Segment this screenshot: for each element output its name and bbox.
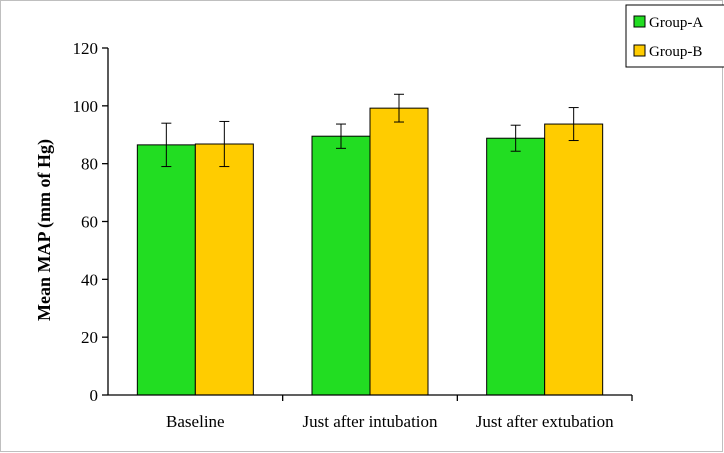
- y-tick-label: 80: [81, 155, 98, 174]
- legend-box: [625, 4, 724, 68]
- bar-group-b-1: [369, 107, 429, 396]
- x-category-labels: Baseline Just after intubation Just after …: [166, 395, 633, 431]
- error-bar: [161, 122, 172, 168]
- error-bar: [394, 93, 404, 123]
- error-bar: [219, 120, 230, 168]
- y-tick-label: 100: [73, 97, 99, 116]
- x-category-label: Just after intubation: [302, 412, 438, 431]
- error-bar: [336, 123, 346, 149]
- legend: Group-A Group-B: [625, 4, 724, 68]
- error-bar: [568, 107, 579, 142]
- legend-swatch: [633, 44, 646, 57]
- error-bars-layer: [161, 93, 579, 168]
- bar-group-a-2: [486, 137, 546, 396]
- y-axis-title: Mean MAP (mm of Hg): [34, 139, 55, 321]
- bars-layer: [136, 107, 604, 396]
- legend-swatch: [633, 15, 646, 28]
- x-category-label: Just after extubation: [476, 412, 614, 431]
- legend-label: Group-A: [649, 15, 703, 31]
- error-bar: [510, 124, 521, 152]
- bar-group-a-1: [311, 135, 371, 396]
- x-category-label: Baseline: [166, 412, 225, 431]
- y-tick-label: 0: [90, 386, 99, 405]
- y-tick-label: 40: [81, 270, 98, 289]
- y-tick-label: 20: [81, 328, 98, 347]
- bar-group-b-0: [194, 143, 254, 396]
- y-tick-label: 120: [73, 39, 99, 58]
- bar-group-a-0: [136, 144, 196, 396]
- legend-items: Group-A Group-B: [633, 15, 703, 60]
- bar-group-b-2: [544, 123, 604, 396]
- legend-label: Group-B: [649, 44, 702, 60]
- y-ticks: 0 20 40 60 80 100 120: [73, 39, 108, 405]
- y-tick-label: 60: [81, 213, 98, 232]
